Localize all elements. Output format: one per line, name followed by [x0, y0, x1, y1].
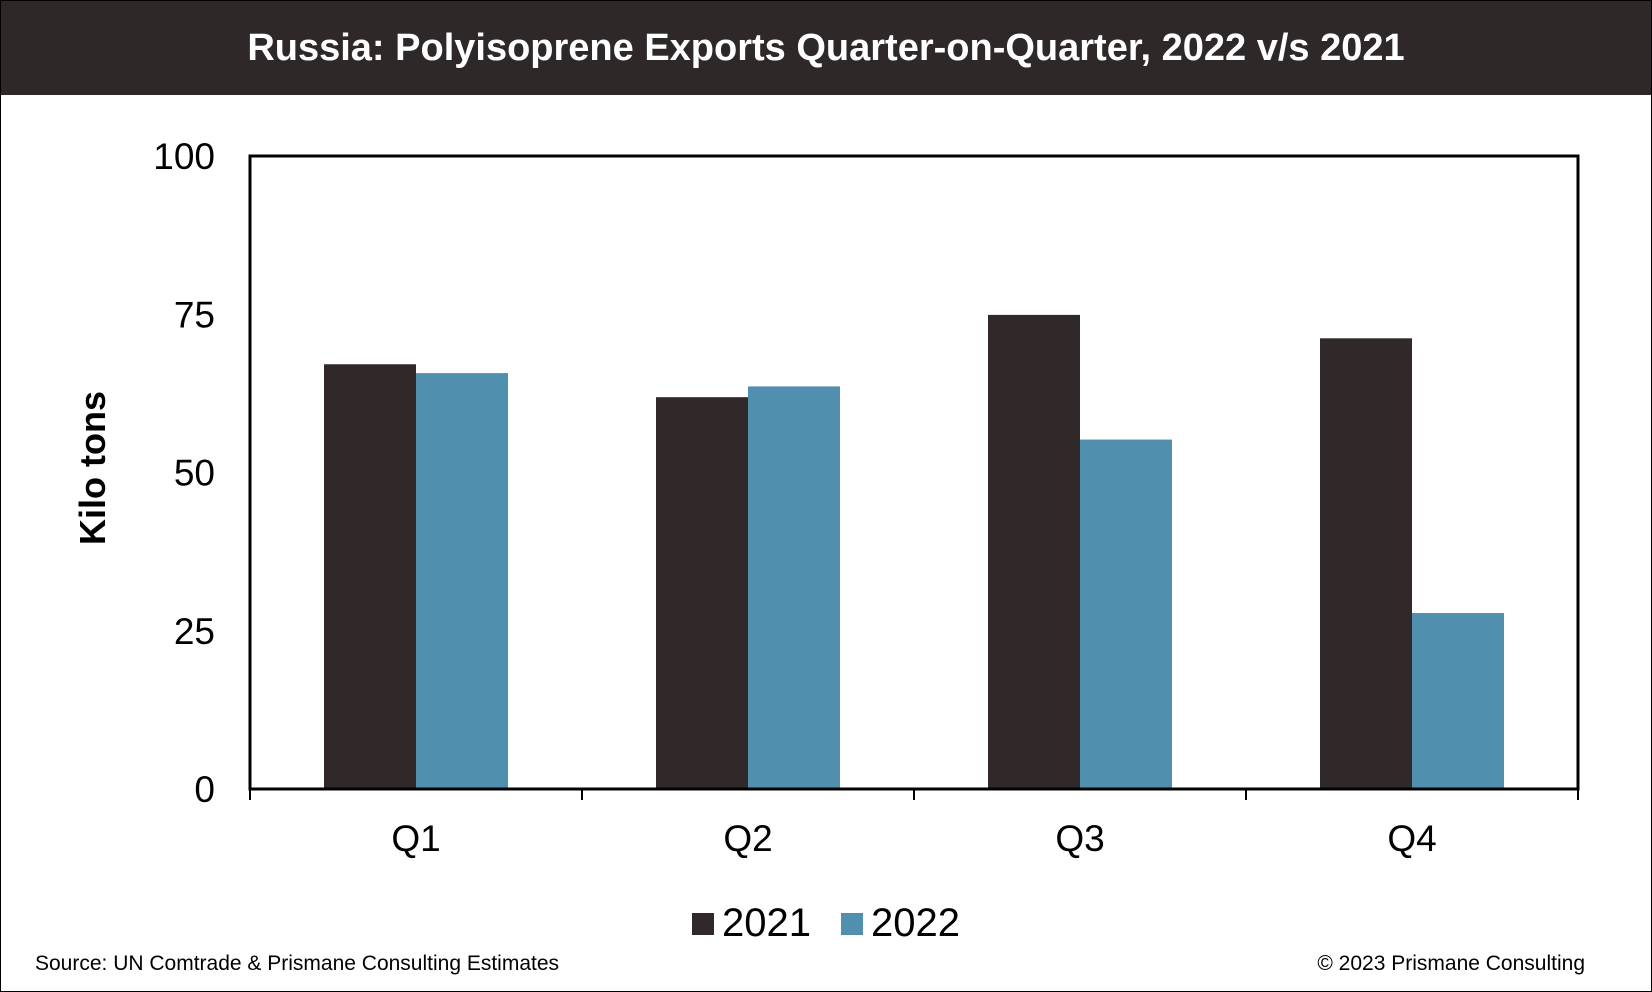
y-tick-label: 75: [174, 294, 215, 335]
legend: 2021 2022: [1, 901, 1651, 946]
bar-2022-Q1: [416, 373, 508, 789]
bar-2021-Q3: [988, 314, 1080, 789]
y-tick-label: 0: [194, 769, 215, 810]
legend-swatch-2021: [692, 912, 715, 935]
bar-2022-Q2: [748, 386, 840, 789]
y-axis-label: Kilo tons: [72, 391, 113, 545]
y-tick-label: 50: [174, 453, 215, 494]
bar-2021-Q2: [656, 397, 748, 789]
chart-title: Russia: Polyisoprene Exports Quarter-on-…: [1, 1, 1651, 95]
bar-2022-Q4: [1412, 613, 1504, 789]
bar-2021-Q1: [324, 364, 416, 789]
y-tick-label: 100: [153, 136, 215, 177]
x-tick-label: Q1: [391, 818, 440, 859]
legend-label-2021: 2021: [722, 901, 811, 945]
x-tick-label: Q3: [1055, 818, 1104, 859]
legend-label-2022: 2022: [871, 901, 960, 945]
legend-item-2022: 2022: [841, 901, 960, 946]
bar-2022-Q3: [1080, 439, 1172, 789]
x-tick-label: Q4: [1387, 818, 1436, 859]
legend-item-2021: 2021: [692, 901, 811, 946]
y-tick-label: 25: [174, 611, 215, 652]
legend-swatch-2022: [841, 912, 863, 935]
x-tick-label: Q2: [723, 818, 772, 859]
source-note: Source: UN Comtrade & Prismane Consultin…: [35, 952, 560, 975]
bar-2021-Q4: [1320, 338, 1412, 789]
copyright-note: © 2023 Prismane Consulting: [1317, 952, 1585, 975]
